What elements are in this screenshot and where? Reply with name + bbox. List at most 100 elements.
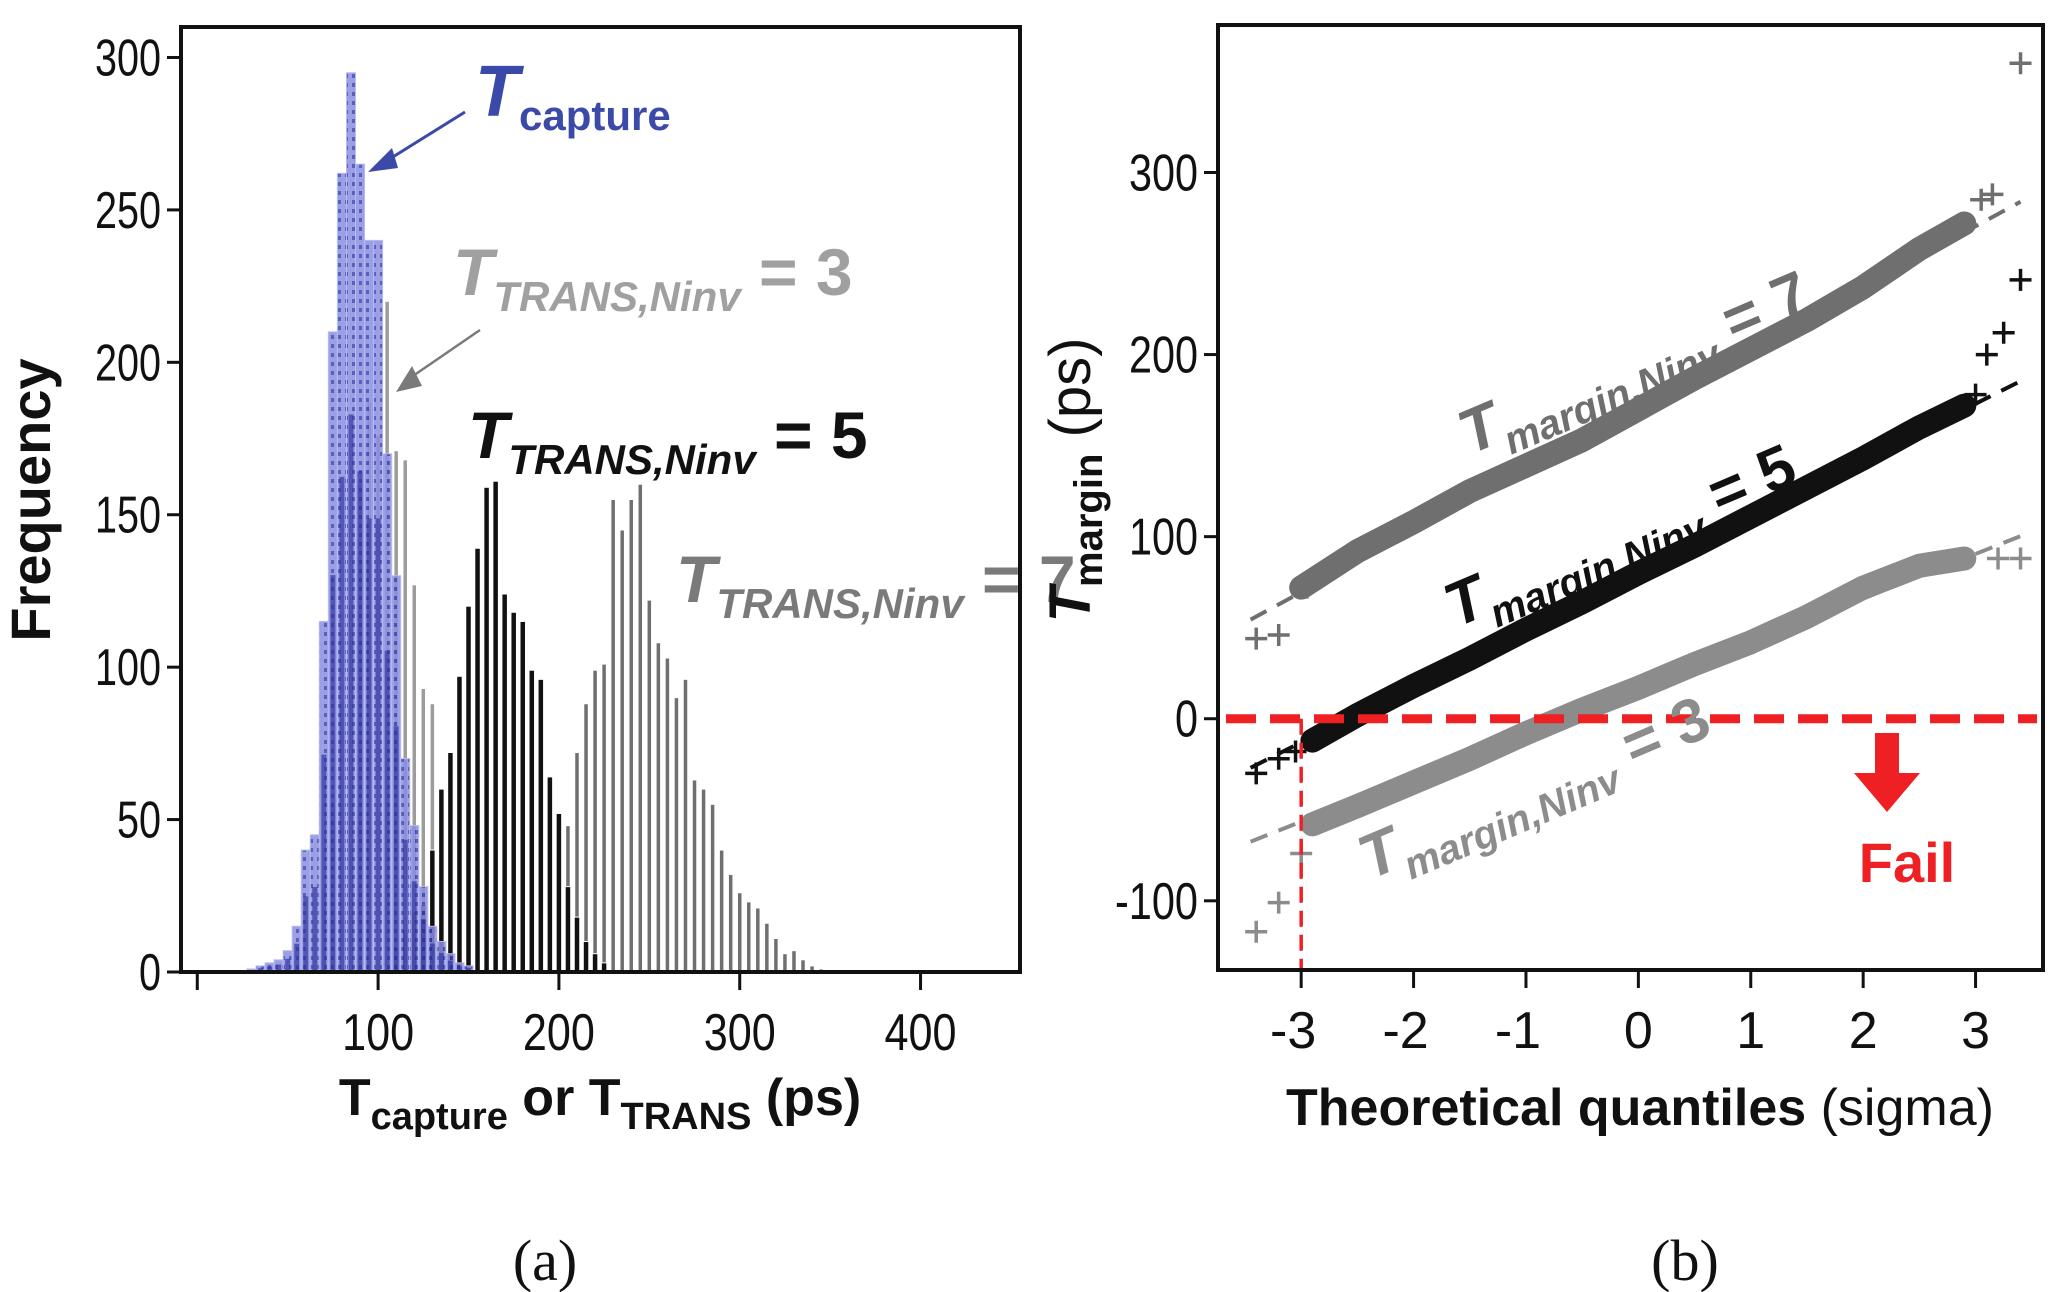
series-capture_fill — [246, 72, 474, 972]
bar-ninv7 — [709, 803, 716, 972]
bar-capture-core — [366, 518, 372, 972]
x-tick-label-a: 400 — [885, 1004, 957, 1062]
bar-ninv5 — [429, 849, 436, 972]
x-tick-label-b: 1 — [1736, 1002, 1765, 1060]
bar-capture-core — [375, 518, 381, 972]
bar-capture-core — [312, 886, 318, 972]
qq-point — [1692, 376, 1697, 381]
qq-point — [1917, 246, 1922, 251]
bar-ninv7 — [592, 669, 598, 972]
qq-series-ninv7 — [1245, 52, 2032, 650]
label-ninv3-sub: TRANS,Ninv — [493, 273, 743, 320]
bar-ninv5 — [573, 916, 581, 972]
qq-point — [1804, 317, 1809, 322]
y-tick-label-a: 100 — [95, 639, 161, 697]
label-capture-sub: capture — [519, 92, 671, 139]
qq-point — [1467, 489, 1472, 494]
bar-ninv7 — [610, 499, 616, 972]
bar-ninv7 — [700, 788, 707, 972]
bar-capture-core — [402, 839, 408, 972]
bar-capture-core — [276, 964, 282, 972]
qq-outlier-point — [1245, 920, 1268, 943]
bar-ninv5 — [492, 480, 499, 972]
x-title-normal: (sigma) — [1806, 1079, 1994, 1137]
x-axis-title-b: Theoretical quantiles (sigma) — [1286, 1079, 1994, 1137]
capture-arrow-head — [368, 148, 398, 172]
bar-ninv7 — [691, 779, 698, 972]
qq-series-ninv3 — [1245, 534, 2032, 943]
annotation-capture: Tcapture — [368, 52, 671, 172]
qq-point — [1804, 485, 1809, 490]
qq-point — [1310, 738, 1315, 743]
label-ninv7-tail: = 7 — [964, 542, 1076, 616]
plot-frame-a — [179, 25, 1022, 974]
x-tick-label-b: 0 — [1624, 1002, 1653, 1060]
qq-point — [1917, 425, 1922, 430]
qq-outlier-point — [1267, 747, 1290, 770]
bar-capture-core — [267, 966, 273, 972]
x-title-sub1: capture — [371, 1096, 508, 1138]
bar-ninv5 — [483, 486, 490, 972]
x-tick-label-b: -3 — [1270, 1002, 1316, 1060]
qq-outlier-point — [1981, 183, 2004, 206]
qq-point — [1861, 456, 1866, 461]
annotation-ninv3: TTRANS,Ninv = 3 — [396, 235, 853, 392]
y-tick-label-a: 200 — [95, 334, 161, 392]
bar-ninv5 — [456, 675, 463, 972]
bar-ninv7 — [718, 849, 725, 972]
bar-ninv7 — [583, 703, 589, 972]
x-title-main: T — [339, 1069, 371, 1127]
qq-outlier-point — [1267, 891, 1290, 914]
bar-capture-core — [438, 953, 444, 972]
qq-series — [1226, 52, 2037, 970]
qq-point — [1355, 804, 1360, 809]
qq-point — [1692, 662, 1697, 667]
histogram-bars — [246, 72, 824, 972]
bar-ninv7 — [764, 922, 770, 972]
bar-ninv5 — [537, 678, 545, 972]
y-tick-label-b: 300 — [1129, 144, 1198, 202]
qq-point — [1748, 640, 1753, 645]
y-title-main: T — [1038, 582, 1103, 622]
x-tick-label-a: 100 — [342, 1004, 414, 1062]
y-tick-label-a: 250 — [95, 182, 161, 240]
bar-capture-core — [294, 943, 300, 972]
bar-ninv5 — [474, 547, 481, 972]
svg-text:TTRANS,Ninv = 7: TTRANS,Ninv = 7 — [676, 542, 1076, 627]
bar-ninv5 — [438, 788, 445, 972]
x-tick-label-b: 3 — [1961, 1002, 1990, 1060]
qq-point — [1355, 549, 1360, 554]
label-capture-main: T — [475, 52, 525, 132]
y-title-end: (ps) — [1038, 338, 1103, 454]
qq-outlier-point — [1267, 623, 1290, 646]
bar-ninv3 — [420, 688, 427, 972]
bar-ninv7 — [800, 959, 806, 972]
bar-ninv5 — [582, 941, 590, 972]
bar-ninv7 — [637, 483, 644, 972]
y-tick-label-a: 150 — [95, 487, 161, 545]
qq-point — [1580, 707, 1585, 712]
qq-outlier-point — [1987, 547, 2010, 570]
x-axis-title-a: Tcapture or TTRANS (ps) — [339, 1069, 861, 1138]
x-title-bold: Theoretical quantiles — [1286, 1079, 1806, 1137]
qq-point — [1748, 514, 1753, 519]
label-ninv3-main: T — [453, 235, 498, 309]
bar-ninv3 — [402, 459, 408, 972]
bar-ninv7 — [746, 901, 752, 972]
y-axis-b: -100 0 100 200 300 — [1115, 144, 1218, 931]
bar-ninv7 — [791, 950, 797, 972]
qq-point — [1411, 683, 1416, 688]
bar-ninv5 — [555, 812, 563, 972]
bar-ninv7 — [664, 657, 671, 972]
bar-capture-core — [339, 476, 345, 972]
capture-arrow-line — [387, 110, 466, 162]
bar-ninv7 — [619, 529, 625, 972]
qq-series-ninv5 — [1245, 268, 2032, 785]
qq-point — [1411, 780, 1416, 785]
label-ninv7-sub: TRANS,Ninv — [716, 580, 966, 627]
qq-outlier-point — [1992, 321, 2015, 344]
bar-capture-core — [393, 726, 399, 972]
qq-point — [1917, 563, 1922, 568]
qq-point — [1310, 822, 1315, 827]
